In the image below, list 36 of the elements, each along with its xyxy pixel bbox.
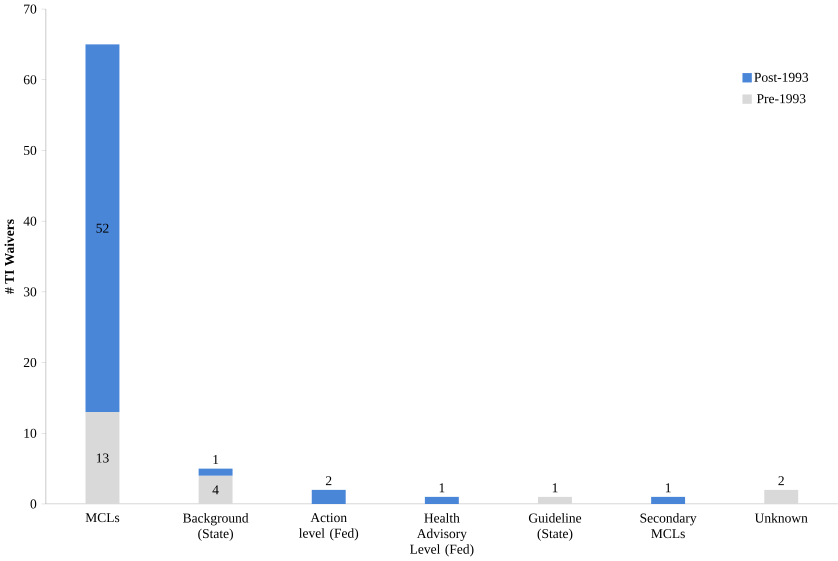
y-axis-title: # TI Waivers — [4, 219, 14, 294]
data-label: 2 — [778, 476, 784, 486]
x-tick-label: Secondary MCLs — [640, 513, 697, 538]
legend-label: Pre-1993 — [756, 94, 806, 104]
x-tick-label: Guideline (State) — [528, 513, 582, 541]
y-tick-label: 70 — [24, 4, 36, 14]
data-label: 13 — [96, 453, 109, 463]
y-tick-label: 0 — [30, 499, 36, 509]
data-label: 1 — [552, 483, 558, 492]
y-tick-label: 20 — [24, 358, 36, 368]
data-label: 1 — [213, 455, 218, 464]
bar — [538, 496, 572, 504]
y-tick-label: 50 — [24, 146, 36, 156]
legend-label: Post-1993 — [754, 72, 808, 82]
y-tick-label: 40 — [24, 216, 36, 226]
bar — [312, 490, 346, 504]
y-tick-label: 10 — [24, 428, 36, 438]
bar — [424, 496, 459, 504]
bar — [198, 468, 233, 476]
y-tick-label: 30 — [24, 287, 36, 296]
bar — [651, 496, 686, 504]
data-label: 4 — [212, 485, 219, 494]
x-tick-label: Health Advisory Level (Fed) — [410, 513, 474, 556]
bar — [764, 490, 798, 504]
data-label: 1 — [666, 483, 671, 492]
bar — [86, 412, 120, 504]
y-tick-label: 60 — [24, 75, 36, 84]
data-label: 52 — [96, 224, 108, 233]
x-tick-label: Unknown — [754, 513, 808, 523]
x-tick-label: Action level (Fed) — [299, 513, 358, 540]
data-label: 1 — [440, 483, 444, 492]
x-tick-label: Background (State) — [183, 513, 248, 541]
bar — [198, 476, 233, 504]
data-label: 2 — [326, 476, 332, 486]
bar — [86, 44, 120, 412]
x-tick-label: MCLs — [86, 513, 120, 522]
